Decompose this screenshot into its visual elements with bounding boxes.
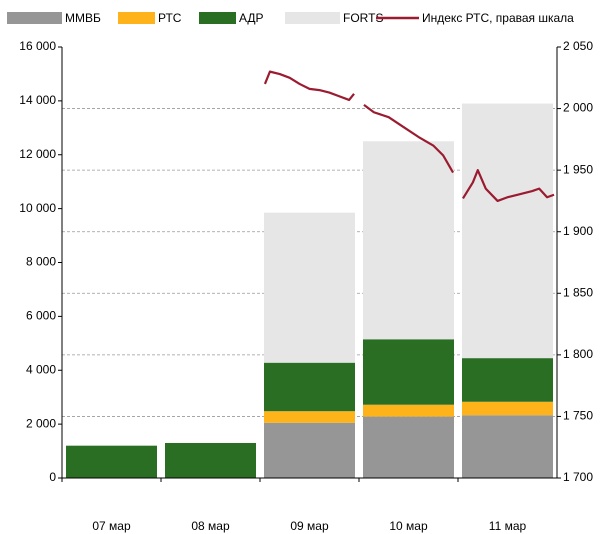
legend-swatch	[7, 12, 62, 24]
bar-segment	[462, 415, 553, 478]
y-tick-label: 16 000	[19, 39, 56, 53]
bar-segment	[462, 401, 553, 416]
y2-tick-label: 1 850	[563, 285, 593, 299]
bar-segment	[363, 339, 454, 405]
y2-tick-label: 1 900	[563, 224, 593, 238]
y2-tick-label: 2 000	[563, 101, 593, 115]
bar-segment	[264, 422, 355, 478]
bar-segment	[462, 358, 553, 402]
bar-segment	[66, 445, 157, 478]
bar-segment	[462, 103, 553, 359]
bar-segment	[363, 416, 454, 478]
y-tick-label: 12 000	[19, 147, 56, 161]
y-tick-label: 14 000	[19, 93, 56, 107]
bar-segment	[264, 411, 355, 423]
x-tick-label: 07 мар	[92, 519, 131, 533]
y-tick-label: 4 000	[26, 362, 56, 376]
y-tick-label: 2 000	[26, 416, 56, 430]
bar-segment	[165, 442, 256, 478]
legend-label: АДР	[239, 11, 264, 25]
y2-tick-label: 1 750	[563, 409, 593, 423]
bar-segment	[363, 404, 454, 417]
bar-segment	[363, 141, 454, 340]
legend-label: FORTS	[343, 11, 383, 25]
x-tick-label: 11 мар	[489, 519, 527, 533]
x-tick-label: 09 мар	[290, 519, 329, 533]
bar-segment	[264, 362, 355, 412]
x-tick-label: 08 мар	[191, 519, 230, 533]
y-tick-label: 8 000	[26, 255, 56, 269]
legend-swatch	[118, 12, 155, 24]
y-tick-label: 10 000	[19, 201, 56, 215]
x-tick-label: 10 мар	[389, 519, 428, 533]
y-tick-label: 0	[49, 470, 56, 484]
y2-tick-label: 2 050	[563, 39, 593, 53]
legend-label: ММВБ	[65, 11, 101, 25]
y-tick-label: 6 000	[26, 309, 56, 323]
index-line	[263, 70, 555, 203]
y2-tick-label: 1 700	[563, 470, 593, 484]
legend-swatch	[199, 12, 236, 24]
y2-tick-label: 1 950	[563, 162, 593, 176]
legend-label: РТС	[158, 11, 182, 25]
y2-tick-label: 1 800	[563, 347, 593, 361]
legend-label: Индекс РТС, правая шкала	[422, 11, 574, 25]
legend-swatch	[285, 12, 340, 24]
bar-segment	[264, 212, 355, 363]
